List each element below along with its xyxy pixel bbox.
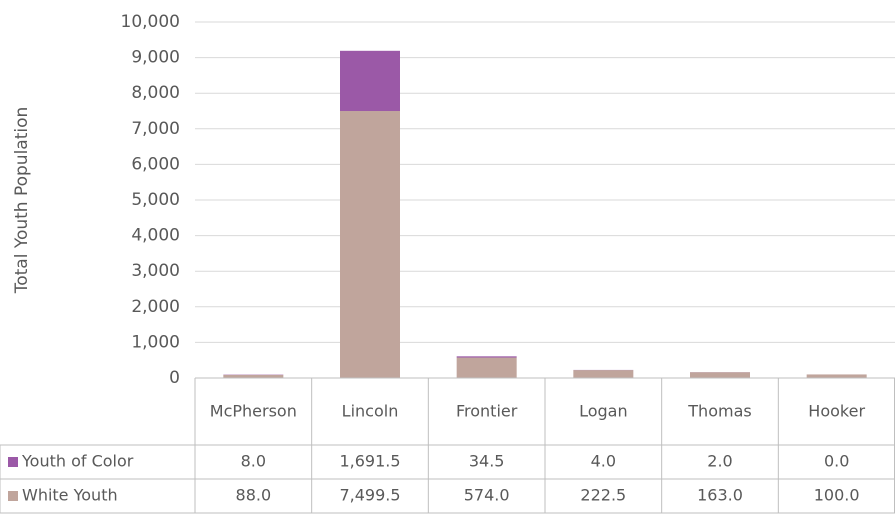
y-tick-label: 8,000 bbox=[131, 83, 180, 103]
table-value: 7,499.5 bbox=[339, 486, 400, 505]
table-value: 0.0 bbox=[824, 452, 849, 471]
legend-label: Youth of Color bbox=[21, 452, 134, 471]
bar-segment bbox=[690, 372, 750, 378]
y-tick-label: 2,000 bbox=[131, 297, 180, 317]
y-tick-label: 1,000 bbox=[131, 332, 180, 352]
bar-segment bbox=[340, 111, 400, 379]
y-tick-label: 5,000 bbox=[131, 190, 180, 210]
table-value: 34.5 bbox=[469, 452, 505, 471]
table-value: 88.0 bbox=[236, 486, 272, 505]
x-tick-label: Hooker bbox=[808, 402, 865, 421]
bar-segment bbox=[223, 374, 284, 378]
x-tick-label: Thomas bbox=[687, 402, 751, 421]
legend-key bbox=[8, 491, 18, 501]
y-tick-label: 10,000 bbox=[121, 12, 180, 32]
x-tick-label: Frontier bbox=[456, 402, 518, 421]
bar-segment bbox=[573, 370, 634, 378]
legend-key bbox=[8, 457, 18, 467]
y-axis-title: Total Youth Population bbox=[12, 107, 32, 295]
table-value: 222.5 bbox=[580, 486, 626, 505]
bar-segment bbox=[340, 50, 400, 112]
table-value: 8.0 bbox=[241, 452, 266, 471]
x-tick-label: McPherson bbox=[210, 402, 297, 421]
table-value: 163.0 bbox=[697, 486, 743, 505]
table-value: 1,691.5 bbox=[339, 452, 400, 471]
legend-label: White Youth bbox=[22, 486, 118, 505]
bar-segment bbox=[806, 374, 867, 378]
y-tick-label: 4,000 bbox=[131, 226, 180, 246]
y-tick-label: 3,000 bbox=[131, 261, 180, 281]
y-tick-label: 0 bbox=[169, 368, 180, 388]
x-tick-label: Logan bbox=[579, 402, 628, 421]
y-tick-label: 6,000 bbox=[131, 154, 180, 174]
bar-segment bbox=[456, 357, 517, 378]
x-tick-label: Lincoln bbox=[342, 402, 399, 421]
table-value: 574.0 bbox=[464, 486, 510, 505]
bar-segment bbox=[456, 356, 517, 358]
y-tick-label: 9,000 bbox=[131, 48, 180, 68]
table-value: 2.0 bbox=[707, 452, 732, 471]
table-value: 100.0 bbox=[814, 486, 860, 505]
y-tick-label: 7,000 bbox=[131, 119, 180, 139]
table-value: 4.0 bbox=[591, 452, 616, 471]
